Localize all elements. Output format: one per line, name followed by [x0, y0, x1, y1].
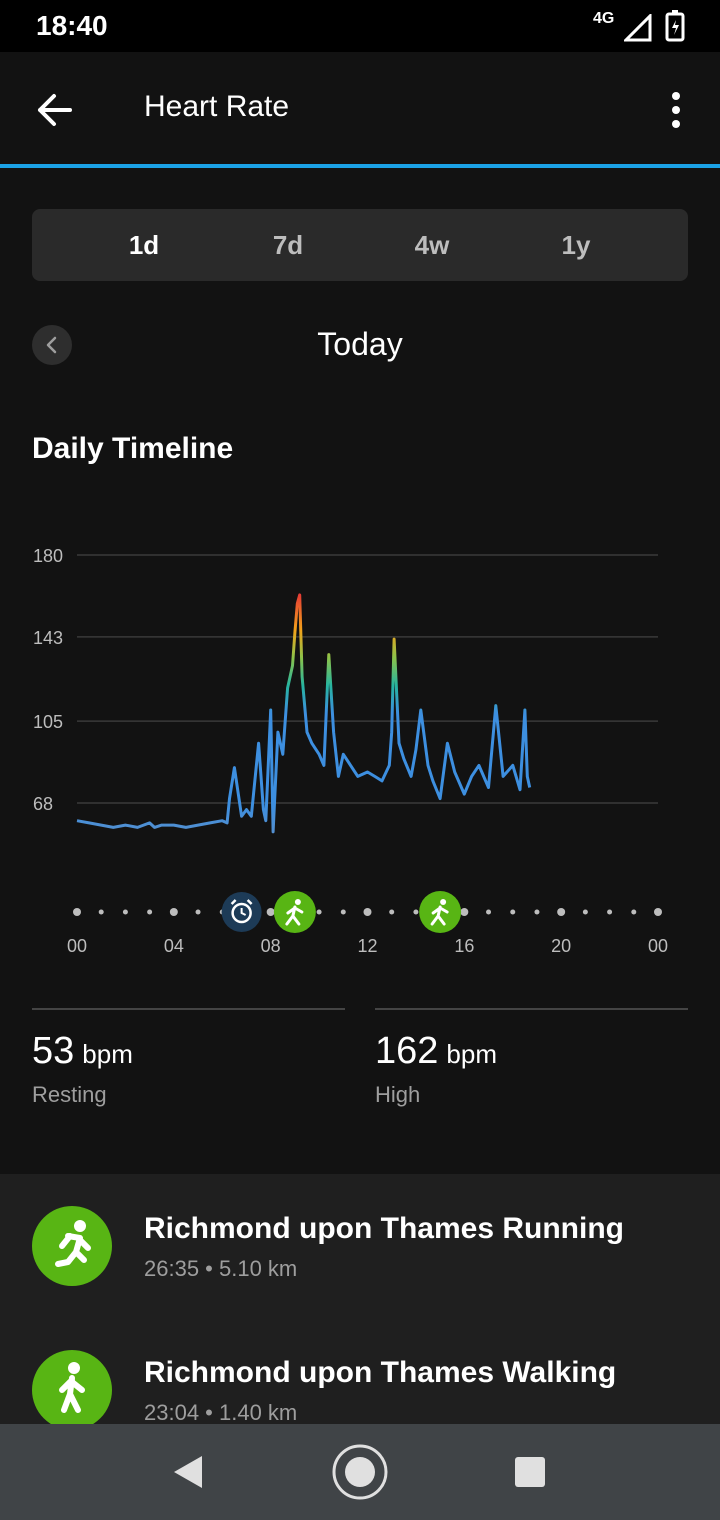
- y-tick-label: 180: [33, 546, 63, 566]
- divider: [32, 1008, 345, 1010]
- back-arrow-icon: [38, 94, 72, 126]
- divider: [375, 1008, 688, 1010]
- timeline-dot: [266, 908, 275, 916]
- high-value: 162 bpm: [375, 1030, 497, 1073]
- timeline-dot: [73, 908, 81, 916]
- timeline-dot: [195, 909, 201, 915]
- app-bar: [0, 52, 720, 164]
- tab-4w[interactable]: 4w: [414, 230, 450, 260]
- tab-1y[interactable]: 1y: [561, 230, 591, 260]
- battery-icon: [665, 10, 685, 42]
- chevron-left-icon: [46, 336, 57, 354]
- system-nav-bar: [0, 1424, 720, 1520]
- x-tick-label: 00: [648, 936, 668, 956]
- list-item-activity[interactable]: Richmond upon Thames Running 26:35 • 5.1…: [0, 1174, 720, 1314]
- network-type: 4G: [593, 10, 615, 27]
- signal-icon: [624, 14, 652, 42]
- walking-icon: [419, 891, 462, 933]
- timeline-dot: [363, 908, 372, 916]
- timeline-dot: [557, 908, 566, 916]
- timeline-dot: [413, 909, 419, 915]
- walking-icon: [32, 1350, 112, 1424]
- section-title: Daily Timeline: [32, 432, 234, 465]
- period-label: Today: [317, 326, 403, 362]
- y-tick-label: 143: [33, 628, 63, 648]
- x-tick-label: 00: [67, 936, 87, 956]
- running-icon: [273, 891, 316, 933]
- resting-number: 53: [32, 1030, 75, 1072]
- x-tick-label: 16: [454, 936, 474, 956]
- status-time: 18:40: [36, 10, 108, 41]
- previous-period-button[interactable]: [32, 325, 72, 365]
- more-vert-icon: [672, 92, 680, 128]
- back-button[interactable]: [30, 88, 82, 132]
- page-title: Heart Rate: [144, 90, 290, 123]
- timeline-dot: [147, 909, 153, 915]
- list-item-activity[interactable]: Richmond upon Thames Walking 23:04 • 1.4…: [0, 1318, 720, 1424]
- high-label: High: [375, 1082, 421, 1107]
- more-options-button[interactable]: [660, 88, 692, 132]
- nav-recents-icon[interactable]: [514, 1456, 546, 1488]
- activity-subtitle: 26:35 • 5.10 km: [144, 1256, 298, 1281]
- nav-back-icon[interactable]: [170, 1454, 206, 1490]
- timeline-dot: [389, 909, 395, 915]
- x-tick-label: 20: [551, 936, 571, 956]
- running-icon: [32, 1206, 112, 1286]
- activity-list: Richmond upon Thames Running 26:35 • 5.1…: [0, 1174, 720, 1424]
- activity-title: Richmond upon Thames Walking: [144, 1356, 617, 1389]
- high-number: 162: [375, 1030, 439, 1072]
- period-tabs: 1d 7d 4w 1y: [32, 209, 688, 281]
- appbar-accent-line: [0, 164, 720, 168]
- resting-label: Resting: [32, 1082, 107, 1107]
- timeline-dot: [316, 909, 322, 915]
- x-tick-label: 04: [164, 936, 184, 956]
- status-bar: 18:40 4G: [0, 0, 720, 52]
- timeline-dot: [654, 908, 662, 916]
- timeline-dot: [607, 909, 613, 915]
- x-tick-label: 12: [357, 936, 377, 956]
- y-tick-label: 68: [33, 794, 53, 814]
- activity-subtitle: 23:04 • 1.40 km: [144, 1400, 298, 1424]
- timeline-dot: [122, 909, 128, 915]
- resting-unit: bpm: [82, 1039, 133, 1069]
- high-unit: bpm: [446, 1039, 497, 1069]
- timeline-dot: [534, 909, 540, 915]
- heart-rate-line: [76, 593, 532, 834]
- alarm-clock-icon: [221, 892, 262, 932]
- resting-value: 53 bpm: [32, 1030, 133, 1073]
- timeline-dot: [340, 909, 346, 915]
- timeline-dot: [169, 908, 178, 916]
- heart-rate-chart: 180 143 105 68 00 04 08 12 16 20 00: [33, 546, 668, 956]
- timeline-dot: [98, 909, 104, 915]
- timeline-dot: [486, 909, 492, 915]
- timeline-dot: [631, 909, 637, 915]
- timeline-dot: [510, 909, 516, 915]
- tab-1d[interactable]: 1d: [128, 230, 160, 260]
- activity-title: Richmond upon Thames Running: [144, 1212, 624, 1245]
- nav-home-icon[interactable]: [330, 1442, 390, 1502]
- tab-7d[interactable]: 7d: [272, 230, 304, 260]
- timeline-dot: [460, 908, 469, 916]
- timeline-dot: [582, 909, 588, 915]
- x-tick-label: 08: [261, 936, 281, 956]
- y-tick-label: 105: [33, 712, 63, 732]
